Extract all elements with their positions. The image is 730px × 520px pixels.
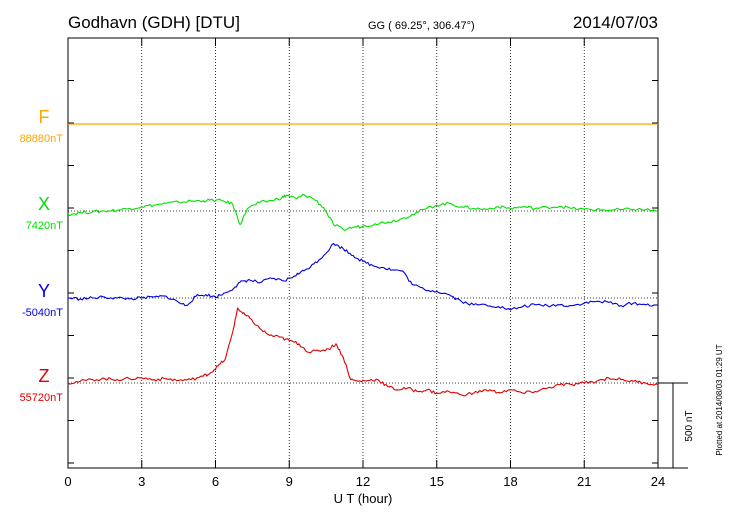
series-label-x: X xyxy=(38,194,50,214)
x-tick-label: 12 xyxy=(356,474,370,489)
x-axis-label: U T (hour) xyxy=(334,491,393,506)
baseline-value-x: 7420nT xyxy=(26,220,64,232)
series-line-x xyxy=(67,193,659,232)
series-label-z: Z xyxy=(39,366,50,386)
series-label-f: F xyxy=(39,107,50,127)
baseline-value-z: 55720nT xyxy=(20,392,64,404)
station-coordinates: GG ( 69.25°, 306.47°) xyxy=(368,20,475,32)
plot-date: 2014/07/03 xyxy=(573,13,658,32)
scale-bar-label: 500 nT xyxy=(684,410,695,441)
x-tick-label: 6 xyxy=(212,474,219,489)
x-tick-label: 9 xyxy=(286,474,293,489)
series-label-y: Y xyxy=(38,281,50,301)
plot-timestamp: Plotted at 2014/08/03 01:29 UT xyxy=(715,344,724,455)
series-line-z xyxy=(67,307,659,397)
baseline-value-y: -5040nT xyxy=(22,307,63,319)
grid-lines xyxy=(68,38,658,468)
x-tick-label: 15 xyxy=(430,474,444,489)
x-tick-label: 3 xyxy=(138,474,145,489)
station-title: Godhavn (GDH) [DTU] xyxy=(68,13,240,32)
x-tick-label: 0 xyxy=(64,474,71,489)
x-tick-label: 21 xyxy=(577,474,591,489)
plot-frame xyxy=(67,37,659,469)
series-line-y xyxy=(67,242,659,311)
axis-ticks: 0 3 6 9 12 15 18 21 24 xyxy=(64,38,665,489)
x-tick-label: 24 xyxy=(651,474,665,489)
x-tick-label: 18 xyxy=(503,474,517,489)
baseline-value-f: 88880nT xyxy=(20,133,64,145)
series-layer: F 88880nT X 7420nT Y -5040nT Z 55720nT xyxy=(20,107,659,404)
